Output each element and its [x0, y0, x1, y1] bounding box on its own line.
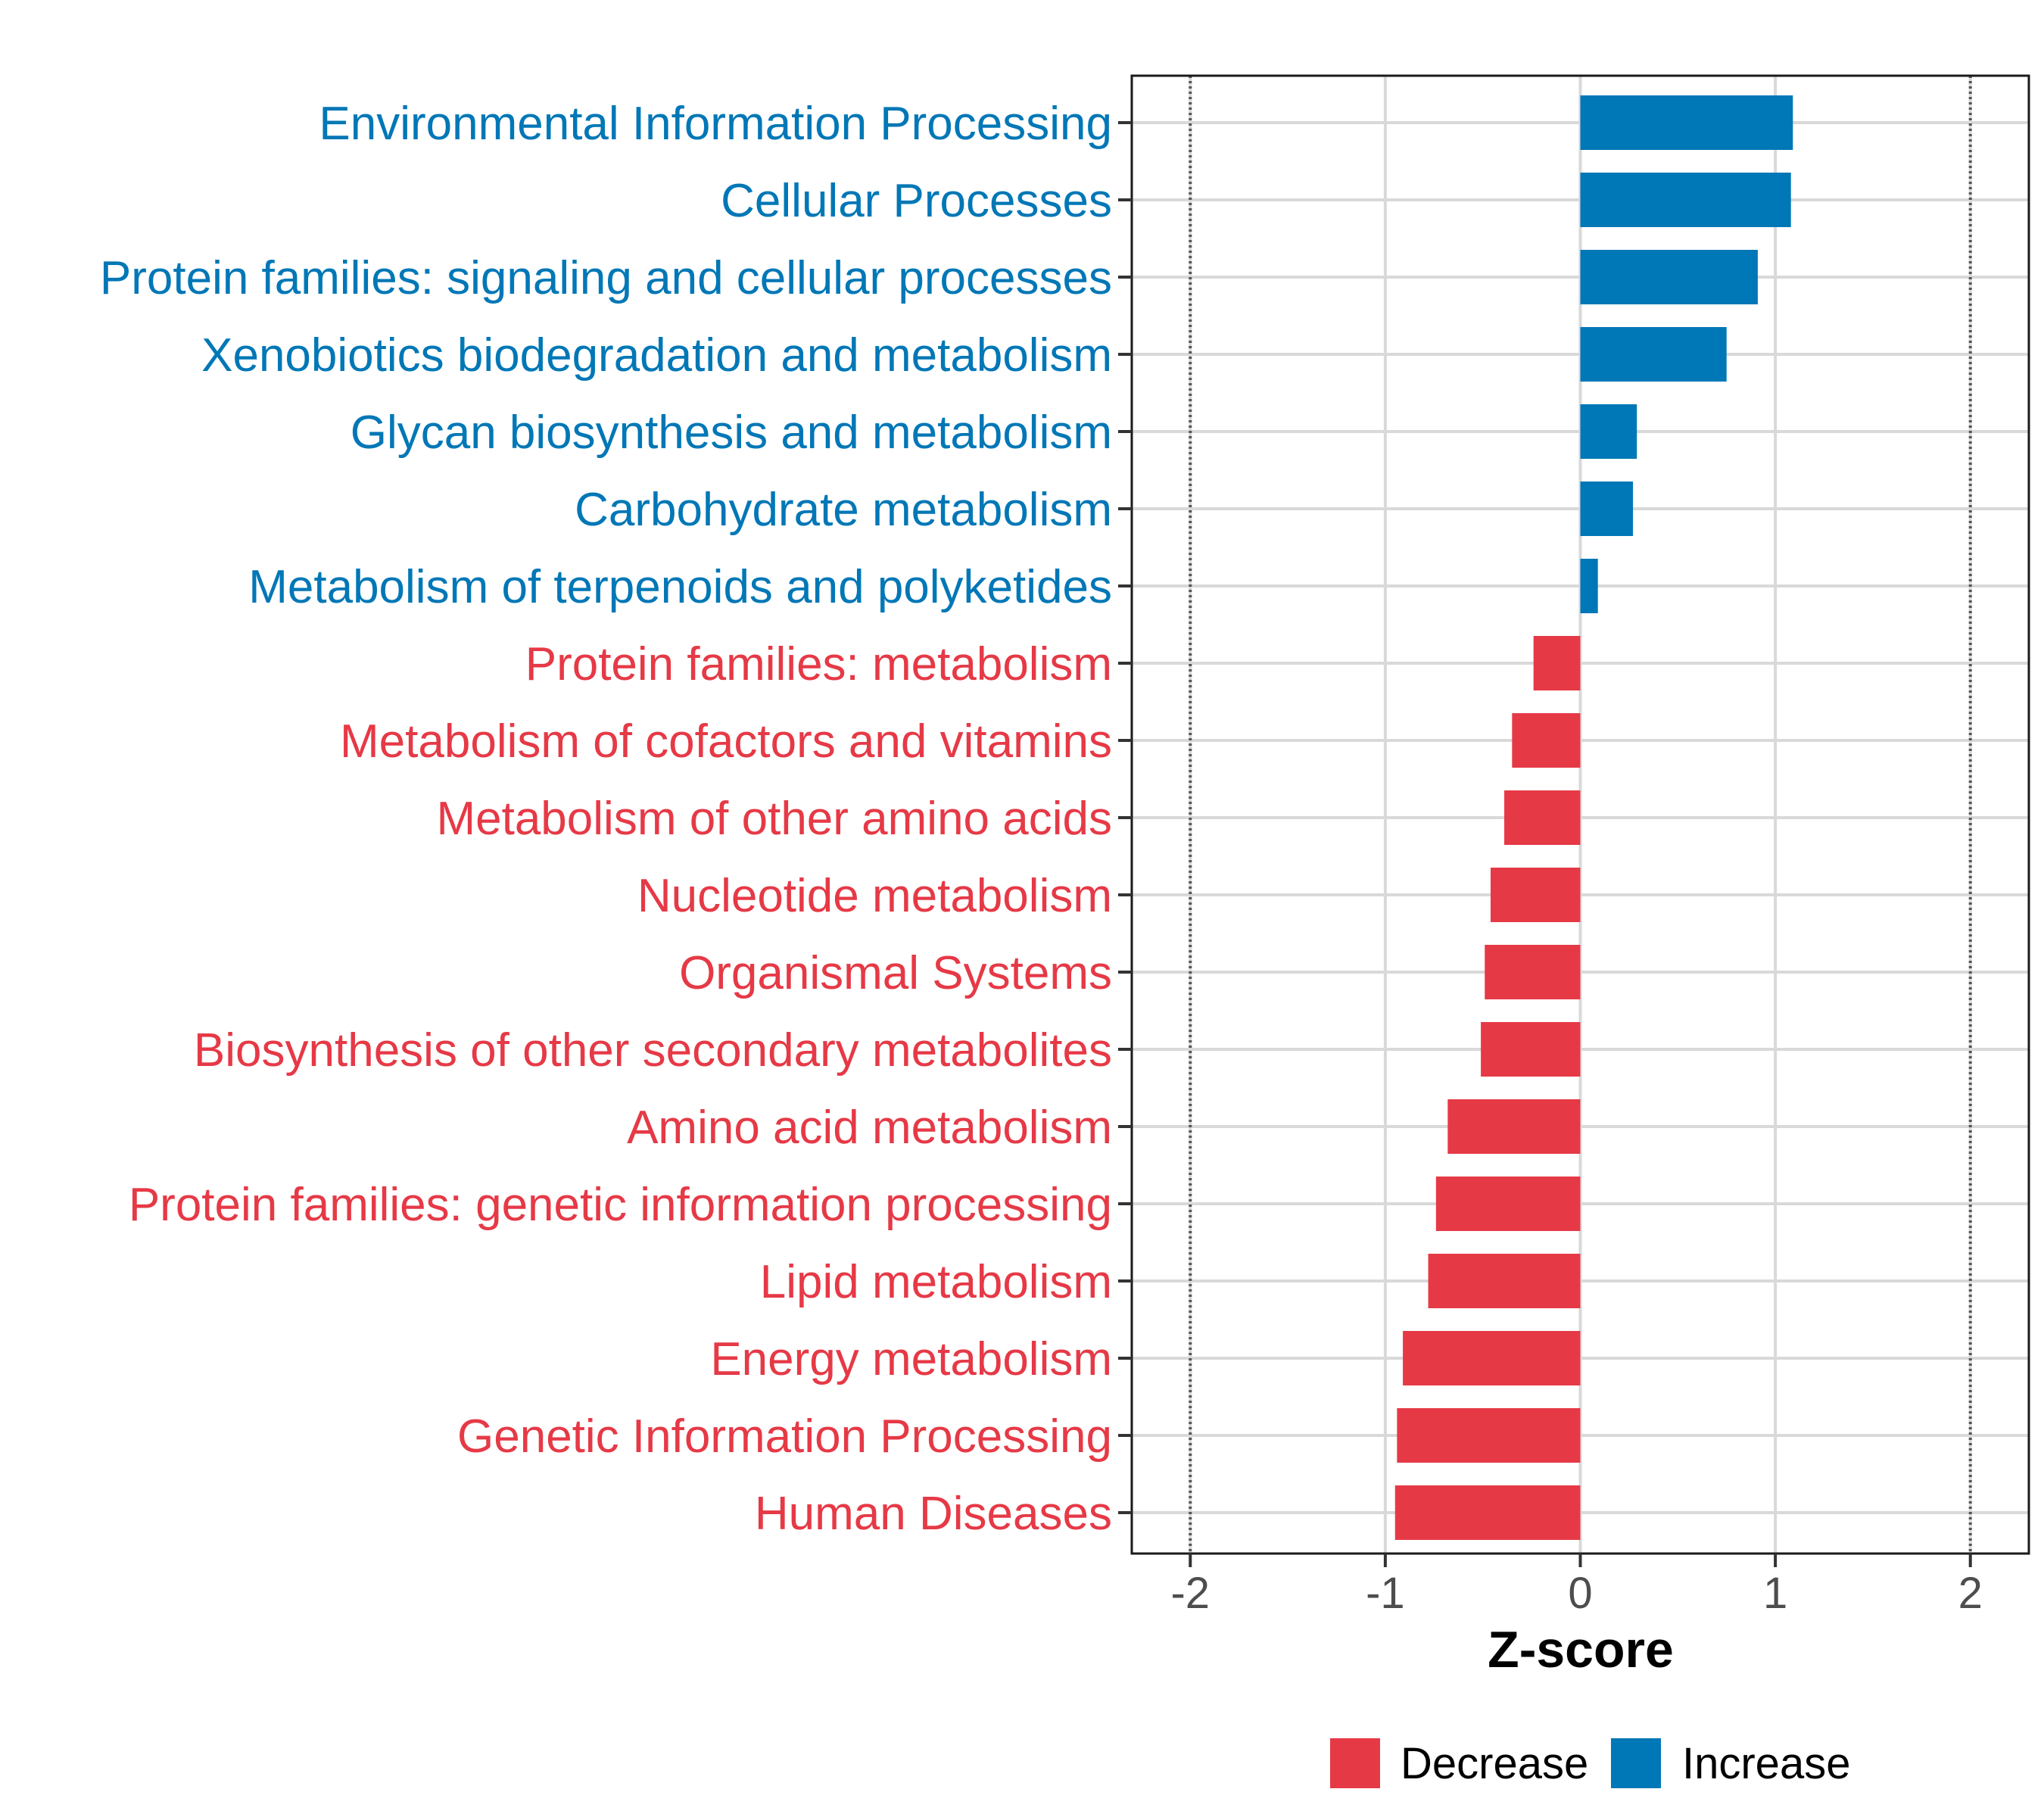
legend-swatch-decrease [1330, 1738, 1380, 1788]
bar-4 [1580, 404, 1637, 459]
bar-6 [1580, 559, 1598, 613]
x-axis: -2 -1 0 1 2 [1170, 1554, 1983, 1618]
reference-lines [1189, 76, 1972, 1554]
bar-15 [1428, 1254, 1581, 1308]
bar-1 [1580, 173, 1791, 227]
category-label: Protein families: metabolism [525, 638, 1112, 690]
bar-14 [1435, 1177, 1581, 1231]
bar-10 [1491, 868, 1581, 922]
x-axis-title: Z-score [1488, 1621, 1674, 1678]
bar-7 [1533, 636, 1581, 690]
x-tick-label: 0 [1568, 1569, 1592, 1618]
legend-label-decrease: Decrease [1401, 1739, 1588, 1788]
bar-3 [1580, 327, 1727, 382]
category-label: Protein families: genetic information pr… [129, 1179, 1112, 1231]
bar-layer [1394, 95, 1793, 1540]
bar-12 [1481, 1022, 1581, 1077]
legend: Decrease Increase [1330, 1738, 1850, 1788]
category-label: Amino acid metabolism [627, 1102, 1112, 1154]
category-label: Metabolism of cofactors and vitamins [340, 715, 1112, 768]
bar-11 [1485, 945, 1581, 999]
bar-8 [1512, 713, 1581, 768]
bar-0 [1580, 95, 1793, 150]
category-label: Environmental Information Processing [319, 98, 1112, 150]
x-tick-label: 2 [1958, 1569, 1983, 1618]
category-label: Human Diseases [755, 1488, 1112, 1540]
bar-2 [1580, 250, 1758, 304]
bar-9 [1504, 790, 1581, 845]
legend-label-increase: Increase [1682, 1739, 1850, 1788]
category-label: Biosynthesis of other secondary metaboli… [194, 1024, 1112, 1077]
bar-13 [1447, 1099, 1581, 1154]
category-label: Cellular Processes [721, 175, 1112, 227]
category-label: Genetic Information Processing [457, 1410, 1112, 1463]
category-label: Glycan biosynthesis and metabolism [351, 407, 1112, 459]
x-tick-label: 1 [1763, 1569, 1787, 1618]
category-label: Protein families: signaling and cellular… [100, 252, 1112, 304]
category-label: Nucleotide metabolism [637, 870, 1112, 922]
category-label: Energy metabolism [710, 1333, 1112, 1385]
bar-18 [1394, 1485, 1581, 1540]
category-label: Metabolism of terpenoids and polyketides [248, 561, 1112, 613]
category-label: Carbohydrate metabolism [575, 484, 1112, 536]
category-label: Metabolism of other amino acids [436, 793, 1112, 845]
legend-swatch-increase [1611, 1738, 1661, 1788]
y-axis: Environmental Information Processing Cell… [100, 98, 1132, 1540]
x-tick-label: -2 [1170, 1569, 1210, 1618]
bar-16 [1403, 1331, 1581, 1385]
category-label: Organismal Systems [679, 947, 1112, 999]
bar-17 [1397, 1408, 1581, 1463]
category-label: Xenobiotics biodegradation and metabolis… [201, 329, 1112, 382]
bar-5 [1580, 482, 1634, 536]
x-tick-label: -1 [1366, 1569, 1405, 1618]
category-label: Lipid metabolism [760, 1256, 1112, 1308]
